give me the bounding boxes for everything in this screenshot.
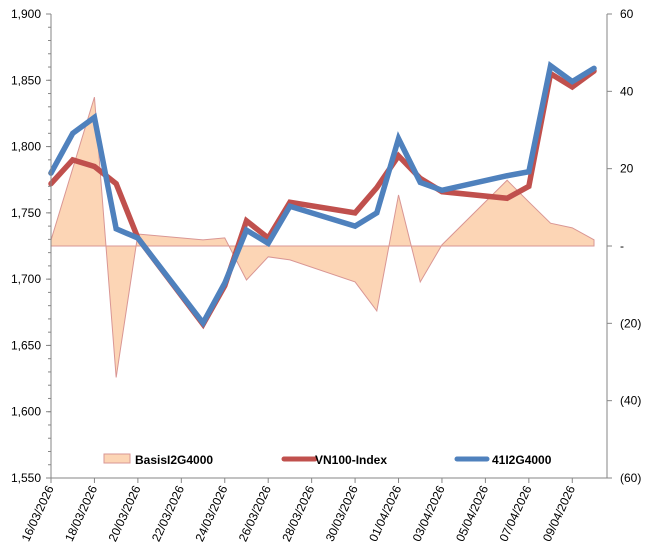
series-line-41i2g4000 bbox=[48, 60, 597, 328]
right-axis-tick-label: (20) bbox=[620, 316, 641, 330]
x-axis-tick-label: 26/03/2026 bbox=[236, 483, 274, 544]
left-axis-tick-label: 1,750 bbox=[11, 206, 41, 220]
right-axis-tick-label: 40 bbox=[620, 84, 634, 98]
x-axis-tick-label: 24/03/2026 bbox=[192, 483, 230, 544]
left-axis-tick-label: 1,600 bbox=[11, 405, 41, 419]
x-axis-tick-label: 05/04/2026 bbox=[453, 483, 491, 544]
x-axis-tick-label: 28/03/2026 bbox=[279, 483, 317, 544]
right-axis-tick-label: (60) bbox=[620, 471, 641, 485]
x-axis-tick-label: 03/04/2026 bbox=[410, 483, 448, 544]
right-axis-tick-label: 60 bbox=[620, 7, 634, 21]
x-axis-tick-label: 18/03/2026 bbox=[62, 483, 100, 544]
legend-label-41i2g4000: 41I2G4000 bbox=[492, 453, 552, 467]
x-axis-tick-label: 16/03/2026 bbox=[19, 483, 57, 544]
right-axis-tick-label: - bbox=[620, 239, 624, 253]
left-axis-tick-label: 1,800 bbox=[11, 140, 41, 154]
left-axis-tick-label: 1,900 bbox=[11, 7, 41, 21]
left-axis-tick-label: 1,650 bbox=[11, 338, 41, 352]
lines-layer bbox=[48, 60, 597, 330]
x-axis-tick-label: 01/04/2026 bbox=[366, 483, 404, 544]
left-axis-tick-label: 1,700 bbox=[11, 272, 41, 286]
basis-area bbox=[50, 96, 595, 378]
x-axis-tick-label: 22/03/2026 bbox=[149, 483, 187, 544]
legend: BasisI2G4000 VN100-Index 41I2G4000 bbox=[103, 453, 552, 467]
left-axis-tick-label: 1,550 bbox=[11, 471, 41, 485]
series-line-vn100-index bbox=[48, 68, 597, 330]
left-axis-tick-label: 1,850 bbox=[11, 73, 41, 87]
right-axis-tick-label: (40) bbox=[620, 394, 641, 408]
x-axis-tick-label: 20/03/2026 bbox=[106, 483, 144, 544]
x-axis-tick-label: 30/03/2026 bbox=[323, 483, 361, 544]
right-axis-tick-label: 20 bbox=[620, 162, 634, 176]
legend-label-vn100: VN100-Index bbox=[315, 453, 387, 467]
x-axis-tick-label: 07/04/2026 bbox=[496, 483, 534, 544]
legend-swatch-basis bbox=[103, 453, 131, 464]
x-axis-tick-label: 09/04/2026 bbox=[540, 483, 578, 544]
legend-label-basis: BasisI2G4000 bbox=[135, 453, 213, 467]
